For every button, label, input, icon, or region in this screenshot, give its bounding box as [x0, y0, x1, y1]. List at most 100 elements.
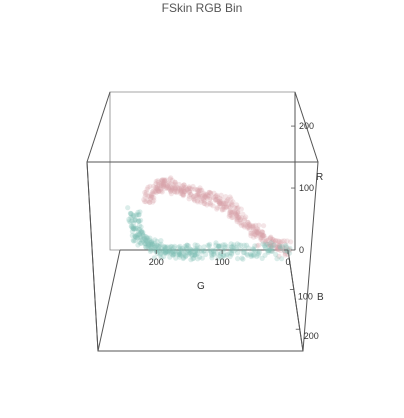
skin-point-pink [231, 205, 238, 211]
skin-point-teal [256, 249, 262, 255]
skin-point-teal [201, 244, 207, 250]
skin-point-pink [151, 188, 157, 194]
skin-point-pink [207, 196, 213, 202]
skin-point-teal [162, 244, 168, 250]
skin-point-pink [236, 214, 242, 221]
skin-point-teal [209, 252, 215, 258]
skin-point-teal [134, 235, 141, 241]
skin-point-teal [172, 248, 178, 255]
skin-point-pink [241, 221, 247, 227]
skin-point-pink [259, 233, 265, 239]
skin-point-pink [254, 228, 260, 234]
r-axis-label: R [316, 172, 323, 183]
skin-point-pink [181, 188, 188, 194]
skin-point-pink [153, 178, 159, 185]
skin-point-teal [130, 225, 136, 232]
skin-point-pink [195, 189, 201, 195]
skin-point-pink [202, 191, 209, 197]
skin-point-teal [132, 233, 138, 239]
skin-point-pink [221, 202, 227, 208]
skin-point-teal [175, 252, 181, 258]
skin-point-pink [189, 186, 195, 192]
skin-point-pink [149, 193, 155, 199]
skin-point-teal [176, 252, 182, 258]
skin-point-pink [155, 179, 161, 185]
skin-point-pink [230, 209, 236, 215]
skin-point-pink [251, 226, 257, 232]
skin-point-pink [194, 198, 200, 204]
skin-point-pink [156, 182, 162, 188]
skin-point-pink [196, 188, 202, 194]
skin-point-teal [201, 248, 207, 254]
skin-point-teal [179, 250, 185, 256]
skin-point-teal [158, 241, 164, 247]
skin-point-teal [145, 244, 151, 250]
skin-point-teal [205, 242, 211, 248]
skin-point-teal [208, 249, 214, 255]
skin-point-pink [208, 190, 214, 196]
skin-point-pink [150, 199, 156, 205]
skin-point-teal [238, 247, 244, 253]
skin-point-pink [267, 241, 273, 247]
skin-point-teal [182, 246, 188, 252]
skin-point-teal [134, 232, 140, 238]
skin-point-teal [172, 243, 178, 249]
skin-point-teal [145, 235, 151, 241]
skin-point-teal [221, 253, 227, 259]
skin-point-teal [157, 244, 163, 250]
skin-point-teal [199, 249, 205, 255]
skin-point-pink [186, 189, 192, 195]
skin-point-pink [172, 180, 178, 186]
skin-point-teal [189, 247, 195, 253]
skin-point-teal [191, 248, 197, 254]
skin-point-pink [273, 245, 280, 251]
skin-point-teal [136, 212, 142, 218]
skin-point-pink [263, 238, 269, 244]
skin-point-teal [234, 241, 240, 247]
skin-point-teal [147, 235, 153, 241]
skin-point-pink [172, 184, 178, 191]
skin-point-teal [214, 250, 220, 257]
skin-point-pink [226, 213, 232, 219]
skin-point-teal [165, 248, 171, 254]
skin-point-pink [188, 191, 194, 198]
skin-point-pink [148, 191, 154, 197]
skin-point-pink [234, 215, 240, 221]
skin-point-pink [213, 196, 219, 203]
skin-point-pink [268, 243, 274, 249]
skin-point-teal [158, 250, 164, 256]
bounding-box [86, 91, 319, 352]
skin-point-teal [134, 225, 140, 231]
skin-point-teal [150, 244, 156, 251]
skin-point-pink [164, 184, 170, 190]
skin-point-pink [255, 232, 261, 238]
skin-point-teal [154, 243, 160, 249]
g-axis-label: G [197, 281, 205, 292]
b-axis-label: B [317, 292, 324, 303]
skin-point-pink [180, 191, 186, 198]
skin-point-pink [267, 236, 273, 242]
skin-point-teal [207, 241, 213, 247]
skin-point-teal [194, 242, 200, 248]
skin-point-pink [181, 187, 187, 193]
skin-point-pink [172, 186, 178, 192]
skin-point-pink [192, 198, 198, 204]
skin-point-pink [184, 186, 190, 192]
skin-point-teal [132, 216, 138, 223]
skin-point-teal [138, 240, 144, 246]
skin-point-pink [210, 203, 216, 209]
skin-point-teal [130, 226, 136, 232]
skin-point-teal [148, 245, 154, 251]
skin-point-pink [158, 178, 164, 184]
skin-point-pink [166, 180, 172, 186]
skin-point-pink [152, 185, 158, 191]
skin-point-teal [136, 231, 142, 237]
skin-point-teal [135, 242, 141, 248]
skin-point-pink [228, 196, 234, 202]
skin-point-teal [128, 211, 134, 217]
skin-point-teal [283, 244, 289, 250]
skin-point-teal [177, 252, 183, 258]
skin-point-pink [282, 252, 288, 258]
skin-point-teal [159, 246, 165, 252]
skin-point-pink [251, 223, 257, 229]
